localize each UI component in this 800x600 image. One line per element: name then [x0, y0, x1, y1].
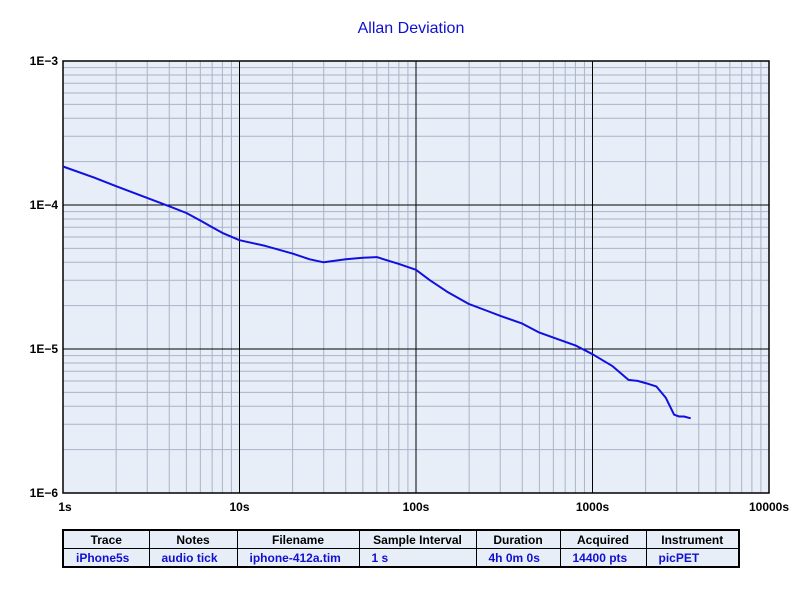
series-layer: [62, 165, 691, 420]
value-acquired: 14400 pts: [559, 548, 647, 568]
info-value-row: iPhone5s audio tick iphone-412a.tim 1 s …: [62, 548, 740, 568]
value-filename: iphone-412a.tim: [236, 548, 360, 568]
plot-border: [62, 60, 770, 494]
header-sample-interval: Sample Interval: [358, 529, 477, 549]
x-tick-label: 10s: [229, 500, 249, 514]
value-sample-interval: 1 s: [358, 548, 477, 568]
y-tick-label: 1E−6: [30, 486, 59, 500]
header-notes: Notes: [148, 529, 238, 549]
y-tick-labels: 1E−3 1E−4 1E−5 1E−6: [30, 54, 59, 500]
series-line: [62, 165, 691, 420]
header-trace: Trace: [62, 529, 150, 549]
y-tick-label: 1E−4: [30, 198, 59, 212]
x-tick-label: 10000s: [749, 500, 789, 514]
y-tick-label: 1E−5: [30, 342, 59, 356]
y-tick-label: 1E−3: [30, 54, 59, 68]
trace-info-table: Trace Notes Filename Sample Interval Dur…: [62, 529, 740, 568]
allan-deviation-chart: 1s 10s 100s 1000s 10000s 1E−3 1E−4 1E−5 1E−6 Al…: [30, 20, 790, 514]
header-instrument: Instrument: [645, 529, 740, 549]
x-tick-label: 1000s: [576, 500, 610, 514]
header-filename: Filename: [236, 529, 360, 549]
value-duration: 4h 0m 0s: [475, 548, 561, 568]
x-tick-label: 1s: [58, 500, 72, 514]
value-notes: audio tick: [148, 548, 238, 568]
x-tick-labels: 1s 10s 100s 1000s 10000s: [58, 500, 789, 514]
value-trace: iPhone5s: [62, 548, 150, 568]
value-instrument: picPET: [645, 548, 740, 568]
x-tick-label: 100s: [403, 500, 430, 514]
info-header-row: Trace Notes Filename Sample Interval Dur…: [62, 529, 740, 549]
header-acquired: Acquired: [559, 529, 647, 549]
header-duration: Duration: [475, 529, 561, 549]
chart-title: Allan Deviation: [358, 20, 465, 37]
